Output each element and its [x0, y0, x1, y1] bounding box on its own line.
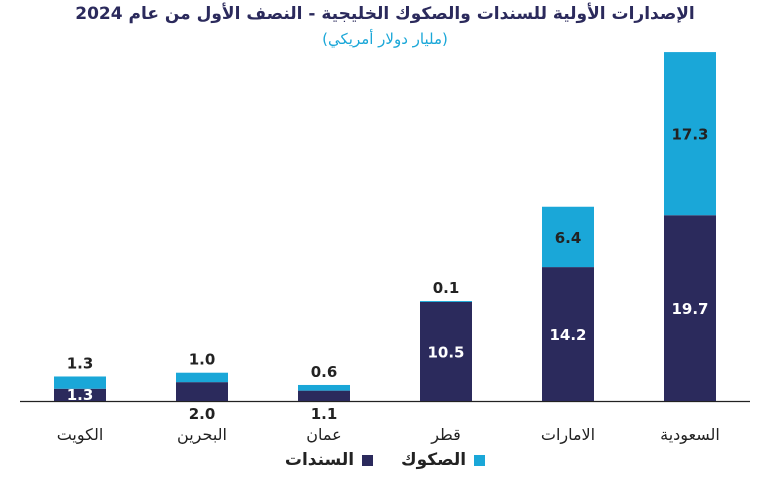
legend-item-sukuk: الصكوك: [401, 450, 486, 470]
data-label-bonds: 19.7: [671, 300, 708, 318]
data-label-bonds: 2.0: [189, 405, 216, 423]
data-label-bonds: 1.1: [311, 405, 338, 423]
bar-bonds: [542, 267, 594, 401]
bar-bonds: [54, 388, 106, 401]
data-label-sukuk: 0.6: [311, 363, 338, 381]
data-label-bonds: 14.2: [549, 326, 586, 344]
chart-subtitle: (مليار دولار أمريكي): [322, 30, 448, 48]
bar-sukuk: [298, 384, 350, 391]
category-label: قطر: [430, 425, 461, 445]
data-label-sukuk: 6.4: [555, 229, 582, 247]
data-label-bonds: 1.3: [67, 386, 94, 404]
legend: الصكوك السندات: [0, 450, 770, 470]
bar-sukuk: [420, 301, 472, 302]
legend-label-bonds: السندات: [284, 450, 355, 470]
bar-bonds: [664, 215, 716, 401]
data-label-bonds: 10.5: [427, 343, 464, 361]
data-label-sukuk: 1.0: [189, 351, 216, 369]
bar-bonds: [176, 382, 228, 401]
category-label: البحرين: [177, 425, 227, 445]
category-label: الامارات: [541, 425, 595, 445]
legend-swatch-bonds: [362, 454, 374, 466]
data-label-sukuk: 17.3: [671, 126, 708, 144]
bar-sukuk: [176, 372, 228, 383]
bar-bonds: [298, 390, 350, 401]
legend-label-sukuk: الصكوك: [401, 450, 467, 470]
bar-sukuk: [54, 376, 106, 389]
category-label: الكويت: [57, 425, 104, 445]
category-label: عمان: [306, 425, 341, 444]
legend-item-bonds: السندات: [284, 450, 374, 470]
data-label-sukuk: 0.1: [433, 279, 460, 297]
bar-sukuk: [542, 206, 594, 268]
legend-swatch-sukuk: [474, 454, 486, 466]
category-label: السعودية: [660, 425, 720, 445]
bar-bonds: [420, 301, 472, 401]
data-label-sukuk: 1.3: [67, 354, 94, 372]
bar-sukuk: [664, 52, 716, 216]
chart-title: الإصدارات الأولية للسندات والصكوك الخليج…: [75, 4, 695, 24]
